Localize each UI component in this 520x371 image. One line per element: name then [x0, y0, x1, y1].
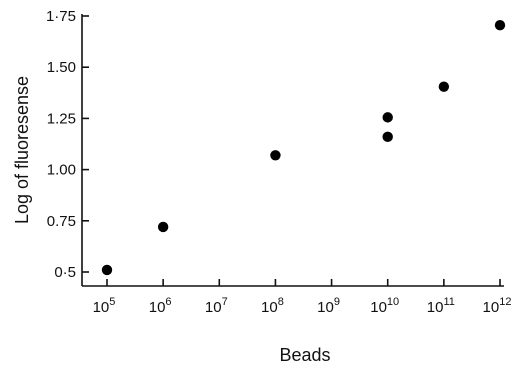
x-tick-exponent: 7 [222, 296, 228, 308]
x-tick-label: 105 [93, 296, 116, 316]
x-tick-base: 10 [427, 299, 444, 316]
x-tick-exponent: 11 [443, 296, 454, 308]
x-tick-base: 10 [261, 299, 278, 316]
x-tick-label: 106 [149, 296, 172, 316]
x-tick-label: 109 [317, 296, 340, 316]
x-tick-label: 1011 [427, 296, 455, 316]
x-tick-exponent: 9 [334, 296, 340, 308]
y-tick-label: 0·5 [54, 264, 76, 281]
x-tick-exponent: 10 [387, 296, 399, 308]
data-point [382, 131, 393, 143]
x-tick-exponent: 8 [278, 296, 284, 308]
x-tick-base: 10 [317, 299, 334, 316]
x-tick-label: 1010 [370, 296, 399, 316]
data-point [101, 264, 113, 276]
y-tick-label: 0.75 [47, 213, 76, 230]
x-tick-base: 10 [205, 299, 222, 316]
data-point [382, 112, 393, 123]
x-tick-base: 10 [370, 299, 387, 316]
data-points [101, 20, 506, 276]
x-tick-label: 1012 [483, 296, 512, 316]
x-ticks: 105 106 107 108 109 1010 1011 1012 [93, 279, 512, 316]
y-tick-label: 1.00 [47, 162, 76, 179]
y-tick-label: 1.25 [47, 110, 76, 127]
x-tick-label: 107 [205, 296, 228, 316]
y-ticks: 0·5 0.75 1.00 1.25 1.50 1·75 [46, 8, 89, 281]
x-axis-title: Beads [279, 345, 330, 365]
data-point [157, 221, 169, 233]
y-axis-title: Log of fluoresense [12, 76, 32, 224]
x-tick-label: 108 [261, 296, 284, 316]
y-tick-label: 1.50 [47, 59, 76, 76]
data-point [438, 81, 450, 92]
x-tick-base: 10 [149, 299, 166, 316]
x-tick-exponent: 12 [499, 296, 511, 308]
data-point [494, 20, 506, 31]
axes [81, 14, 504, 287]
y-tick-label: 1·75 [46, 8, 76, 25]
x-tick-exponent: 6 [165, 296, 171, 308]
x-tick-base: 10 [93, 299, 110, 316]
x-tick-exponent: 5 [109, 296, 115, 308]
x-tick-base: 10 [483, 299, 500, 316]
data-point [270, 150, 281, 161]
